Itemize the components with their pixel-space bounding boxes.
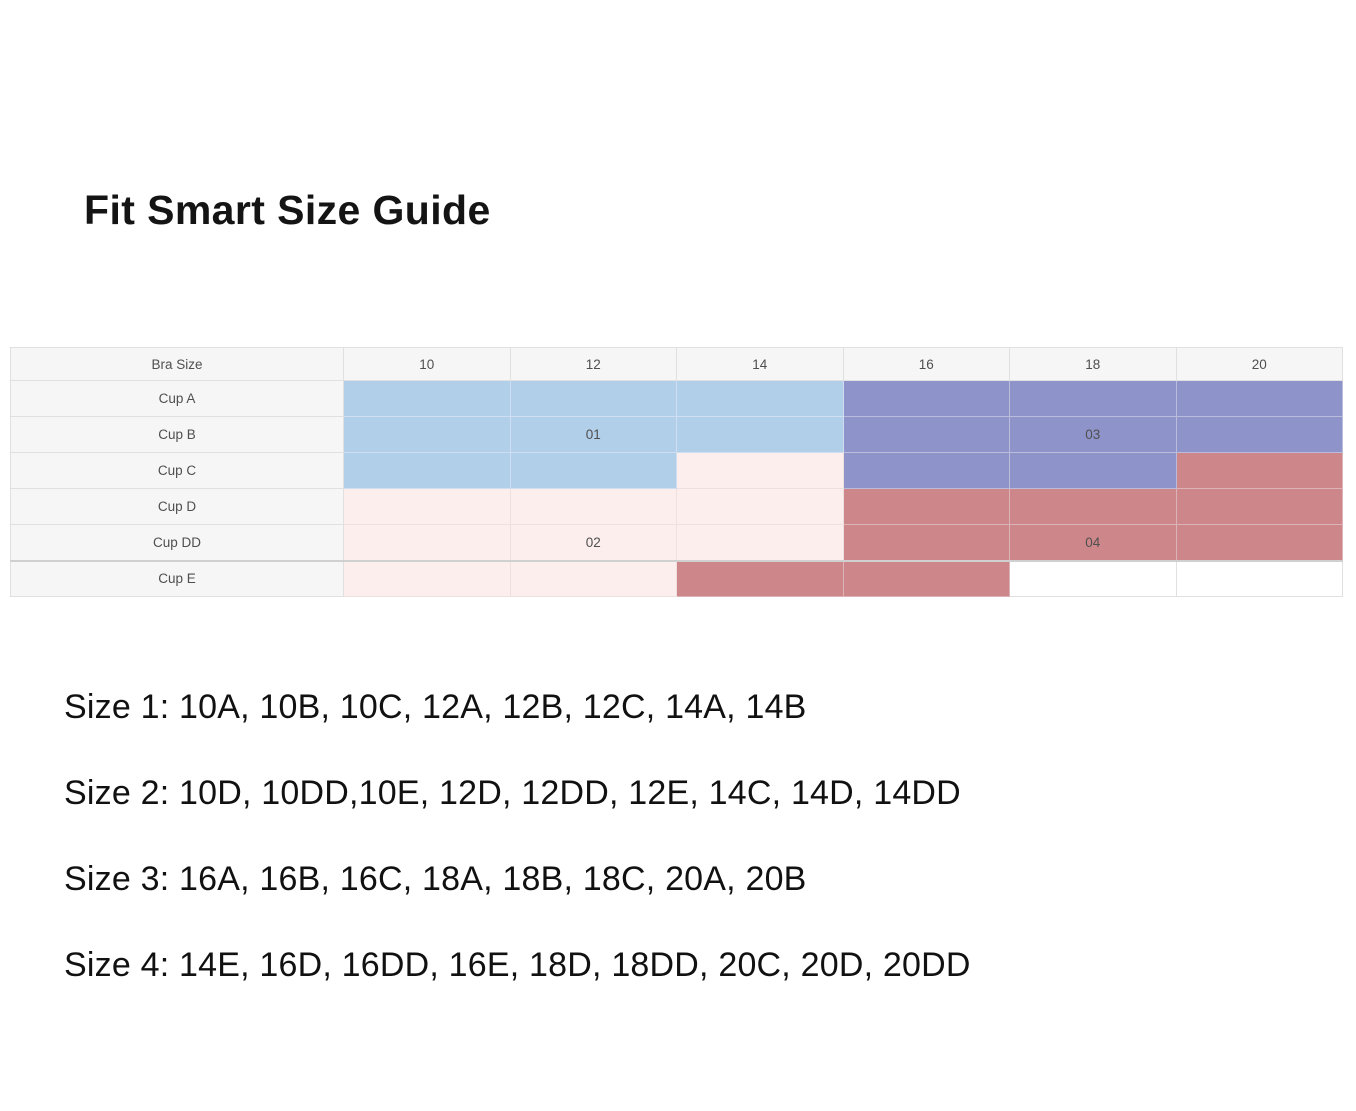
row-label: Cup DD (10, 524, 344, 561)
size-cell (343, 416, 511, 453)
size-cell (1175, 524, 1343, 561)
size-guide-table: Bra Size 10 12 14 16 18 20 Cup A Cup B 0… (10, 347, 1343, 597)
header-band-18: 18 (1009, 347, 1177, 381)
size-cell (676, 488, 844, 525)
size-cell (343, 452, 511, 489)
row-label: Cup D (10, 488, 344, 525)
legend-line-size-1: Size 1: 10A, 10B, 10C, 12A, 12B, 12C, 14… (64, 688, 807, 726)
size-cell (343, 559, 511, 597)
size-cell (1175, 416, 1343, 453)
size-cell (509, 452, 677, 489)
size-cell (509, 380, 677, 417)
size-cell: 01 (509, 416, 677, 453)
size-cell (1009, 559, 1177, 597)
size-cell (343, 488, 511, 525)
size-cell (1175, 559, 1343, 597)
size-cell (676, 416, 844, 453)
header-band-16: 16 (842, 347, 1010, 381)
size-cell (1175, 488, 1343, 525)
size-cell (842, 380, 1010, 417)
size-cell (676, 380, 844, 417)
table-row-cup-a: Cup A (10, 380, 1343, 417)
size-cell (509, 488, 677, 525)
table-row-cup-c: Cup C (10, 452, 1343, 489)
size-cell (1009, 488, 1177, 525)
size-cell (676, 524, 844, 561)
legend-line-size-2: Size 2: 10D, 10DD,10E, 12D, 12DD, 12E, 1… (64, 774, 961, 812)
header-band-20: 20 (1175, 347, 1343, 381)
row-label: Cup C (10, 452, 344, 489)
page-title: Fit Smart Size Guide (84, 187, 491, 234)
size-cell (842, 559, 1010, 597)
size-legend: Size 1: 10A, 10B, 10C, 12A, 12B, 12C, 14… (64, 690, 971, 1034)
size-cell (1009, 452, 1177, 489)
header-band-14: 14 (676, 347, 844, 381)
table-header-row: Bra Size 10 12 14 16 18 20 (10, 347, 1343, 381)
row-label: Cup A (10, 380, 344, 417)
header-bra-size: Bra Size (10, 347, 344, 381)
size-cell (676, 452, 844, 489)
header-band-12: 12 (509, 347, 677, 381)
size-cell (1175, 452, 1343, 489)
size-cell: 03 (1009, 416, 1177, 453)
size-cell (509, 559, 677, 597)
row-label: Cup B (10, 416, 344, 453)
size-cell: 02 (509, 524, 677, 561)
size-cell (1009, 380, 1177, 417)
row-label: Cup E (10, 559, 344, 597)
size-cell (676, 559, 844, 597)
size-cell (343, 524, 511, 561)
header-band-10: 10 (343, 347, 511, 381)
legend-line-size-3: Size 3: 16A, 16B, 16C, 18A, 18B, 18C, 20… (64, 860, 807, 898)
size-cell: 04 (1009, 524, 1177, 561)
size-cell (1175, 380, 1343, 417)
legend-line-size-4: Size 4: 14E, 16D, 16DD, 16E, 18D, 18DD, … (64, 946, 971, 984)
size-cell (842, 416, 1010, 453)
size-cell (842, 488, 1010, 525)
table-row-cup-dd: Cup DD 02 04 (10, 524, 1343, 561)
table-row-cup-b: Cup B 01 03 (10, 416, 1343, 453)
size-cell (842, 524, 1010, 561)
table-row-cup-e: Cup E (10, 559, 1343, 597)
size-cell (343, 380, 511, 417)
size-cell (842, 452, 1010, 489)
table-row-cup-d: Cup D (10, 488, 1343, 525)
